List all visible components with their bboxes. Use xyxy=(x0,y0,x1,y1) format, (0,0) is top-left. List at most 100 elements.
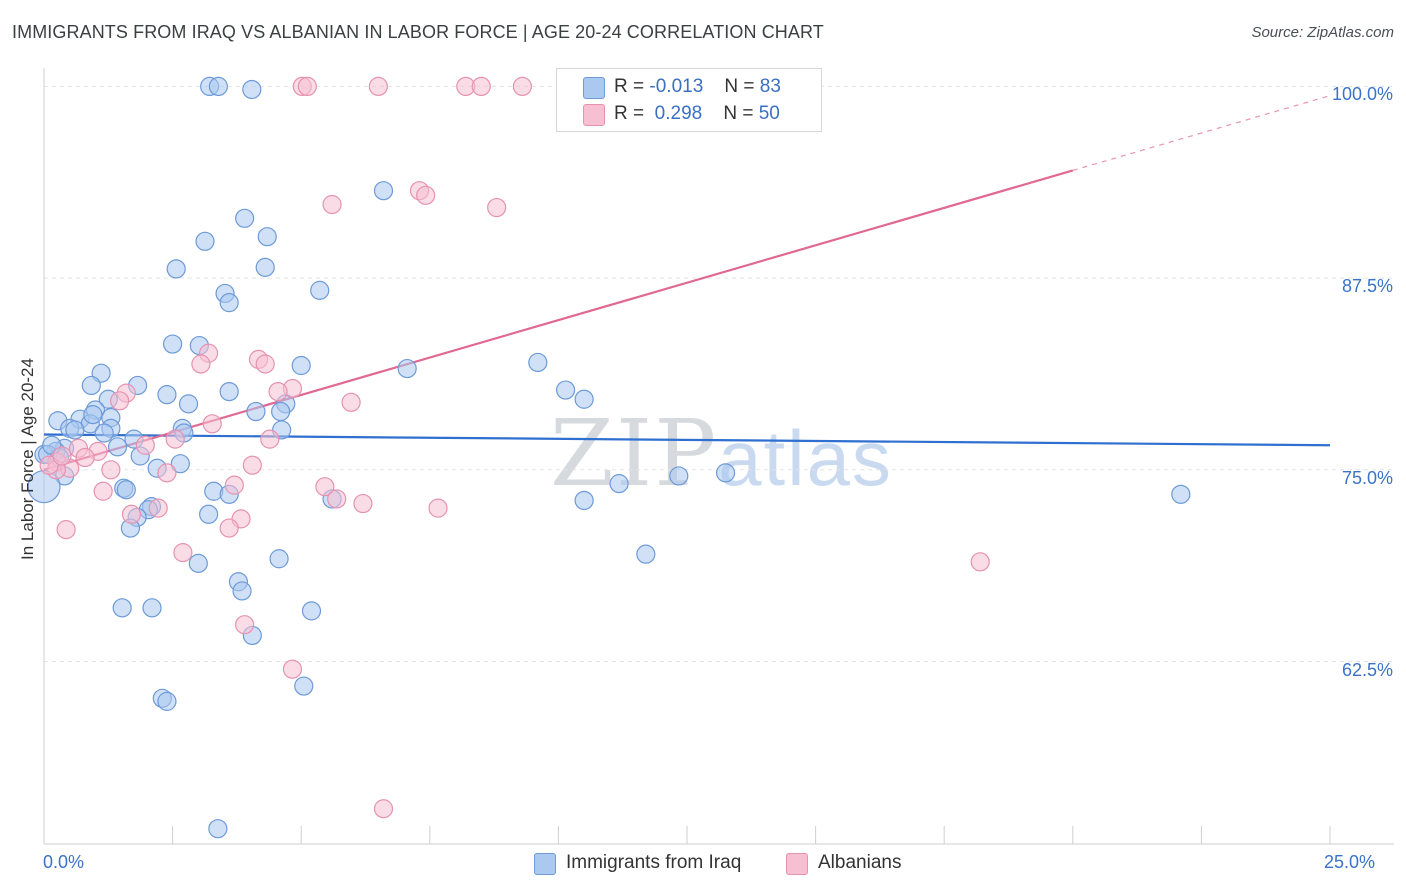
iraq-point xyxy=(235,208,255,228)
y-axis-title: In Labor Force | Age 20-24 xyxy=(18,358,37,560)
iraq-point xyxy=(178,394,199,414)
iraq-point xyxy=(195,231,215,251)
iraq-point xyxy=(219,293,239,313)
albanian-point xyxy=(471,76,491,97)
albanian-point xyxy=(135,435,155,455)
iraq-point xyxy=(142,598,162,618)
iraq-point xyxy=(574,389,594,409)
iraq-point xyxy=(269,549,289,569)
albanian-point xyxy=(121,504,142,524)
iraq-point xyxy=(556,380,576,400)
y-tick-label: 87.5% xyxy=(1341,276,1393,297)
albanian-swatch xyxy=(583,104,605,126)
albanian-point xyxy=(353,493,373,514)
iraq-point xyxy=(94,423,114,443)
albanian-point xyxy=(56,520,76,540)
iraq-point xyxy=(397,358,417,379)
iraq-point xyxy=(204,481,224,501)
iraq-point xyxy=(310,280,330,300)
iraq-point xyxy=(83,404,103,425)
iraq-point xyxy=(255,257,275,277)
albanian-point xyxy=(165,429,185,449)
albanian-point xyxy=(191,354,211,374)
albanian-point xyxy=(260,429,280,449)
chart-title: IMMIGRANTS FROM IRAQ VS ALBANIAN IN LABO… xyxy=(12,22,824,42)
albanian-point xyxy=(487,197,507,218)
albanian-point xyxy=(373,799,394,819)
iraq-point xyxy=(157,385,177,405)
albanian-point xyxy=(219,518,239,538)
iraq-n-label: N = xyxy=(724,76,755,97)
albanian-point xyxy=(428,498,448,518)
albanian-point xyxy=(297,76,317,97)
albanian-point xyxy=(268,381,288,402)
iraq-point xyxy=(208,76,228,97)
iraq-point xyxy=(715,463,736,483)
albanian-point xyxy=(282,659,303,679)
x-tick-label-max: 25.0% xyxy=(1324,852,1376,872)
grid-layer xyxy=(44,85,1394,663)
iraq-point xyxy=(65,420,85,440)
albanian-point xyxy=(148,498,168,518)
albanian-point xyxy=(157,463,177,483)
iraq-point xyxy=(271,401,291,422)
iraq-point xyxy=(669,466,689,486)
correlation-legend: R = -0.013 N = 83 R = 0.298 N = 50 xyxy=(556,68,822,132)
iraq-point xyxy=(116,480,136,500)
iraq-point xyxy=(81,375,101,396)
iraq-point xyxy=(301,601,322,621)
albanian-point xyxy=(322,194,342,215)
albanian-point xyxy=(327,489,347,509)
iraq-r-label: R = xyxy=(614,76,645,97)
iraq-point xyxy=(373,181,394,201)
albanian-trend-extension xyxy=(1072,95,1331,172)
iraq-swatch xyxy=(583,77,605,99)
iraq-point xyxy=(188,553,208,573)
iraq-point xyxy=(112,598,132,618)
iraq-point xyxy=(208,819,228,839)
albanian-point xyxy=(315,477,335,497)
watermark-zip: ZIP xyxy=(550,400,719,507)
iraq-point xyxy=(157,691,177,711)
iraq-point xyxy=(294,676,314,696)
albanian-n-label: N = xyxy=(723,103,754,124)
albanian-point xyxy=(416,185,436,205)
albanian-point xyxy=(242,455,262,475)
albanian-point xyxy=(110,391,130,411)
albanian-trend-line xyxy=(43,169,1074,471)
y-tick-label: 75.0% xyxy=(1341,467,1393,488)
iraq-point xyxy=(528,352,548,373)
iraq-point xyxy=(199,504,219,524)
x-tick-label-min: 0.0% xyxy=(43,852,85,872)
axis-layer xyxy=(43,68,1394,845)
albanian-n-value: 50 xyxy=(758,103,780,124)
albanian-point xyxy=(970,552,990,572)
albanian-point xyxy=(341,392,361,412)
iraq-point xyxy=(107,437,128,457)
iraq-legend-swatch xyxy=(534,853,556,875)
iraq-point xyxy=(170,454,190,474)
albanian-point xyxy=(101,460,121,480)
albanian-legend-swatch xyxy=(786,853,808,875)
albanian-r-label: R = xyxy=(614,103,645,124)
albanian-legend-label: Albanians xyxy=(818,852,902,873)
iraq-n-value: 83 xyxy=(759,76,781,97)
y-tick-label: 100.0% xyxy=(1331,84,1393,105)
albanian-r-value: 0.298 xyxy=(649,103,703,124)
iraq-point xyxy=(636,544,656,564)
iraq-point xyxy=(609,474,629,494)
albanian-point xyxy=(93,481,113,501)
y-tick-label: 62.5% xyxy=(1341,659,1393,680)
iraq-trend-line xyxy=(43,433,1331,447)
iraq-point xyxy=(232,581,252,601)
iraq-point xyxy=(166,259,186,279)
iraq-point xyxy=(1171,484,1191,504)
albanian-point xyxy=(202,414,222,434)
iraq-point xyxy=(219,381,239,402)
albanian-point xyxy=(52,446,72,466)
watermark: ZIPatlas xyxy=(550,400,893,507)
albanian-point xyxy=(368,76,388,97)
watermark-atlas: atlas xyxy=(718,414,893,502)
chart-source: Source: ZipAtlas.com xyxy=(1251,24,1394,41)
albanian-point xyxy=(173,543,193,563)
